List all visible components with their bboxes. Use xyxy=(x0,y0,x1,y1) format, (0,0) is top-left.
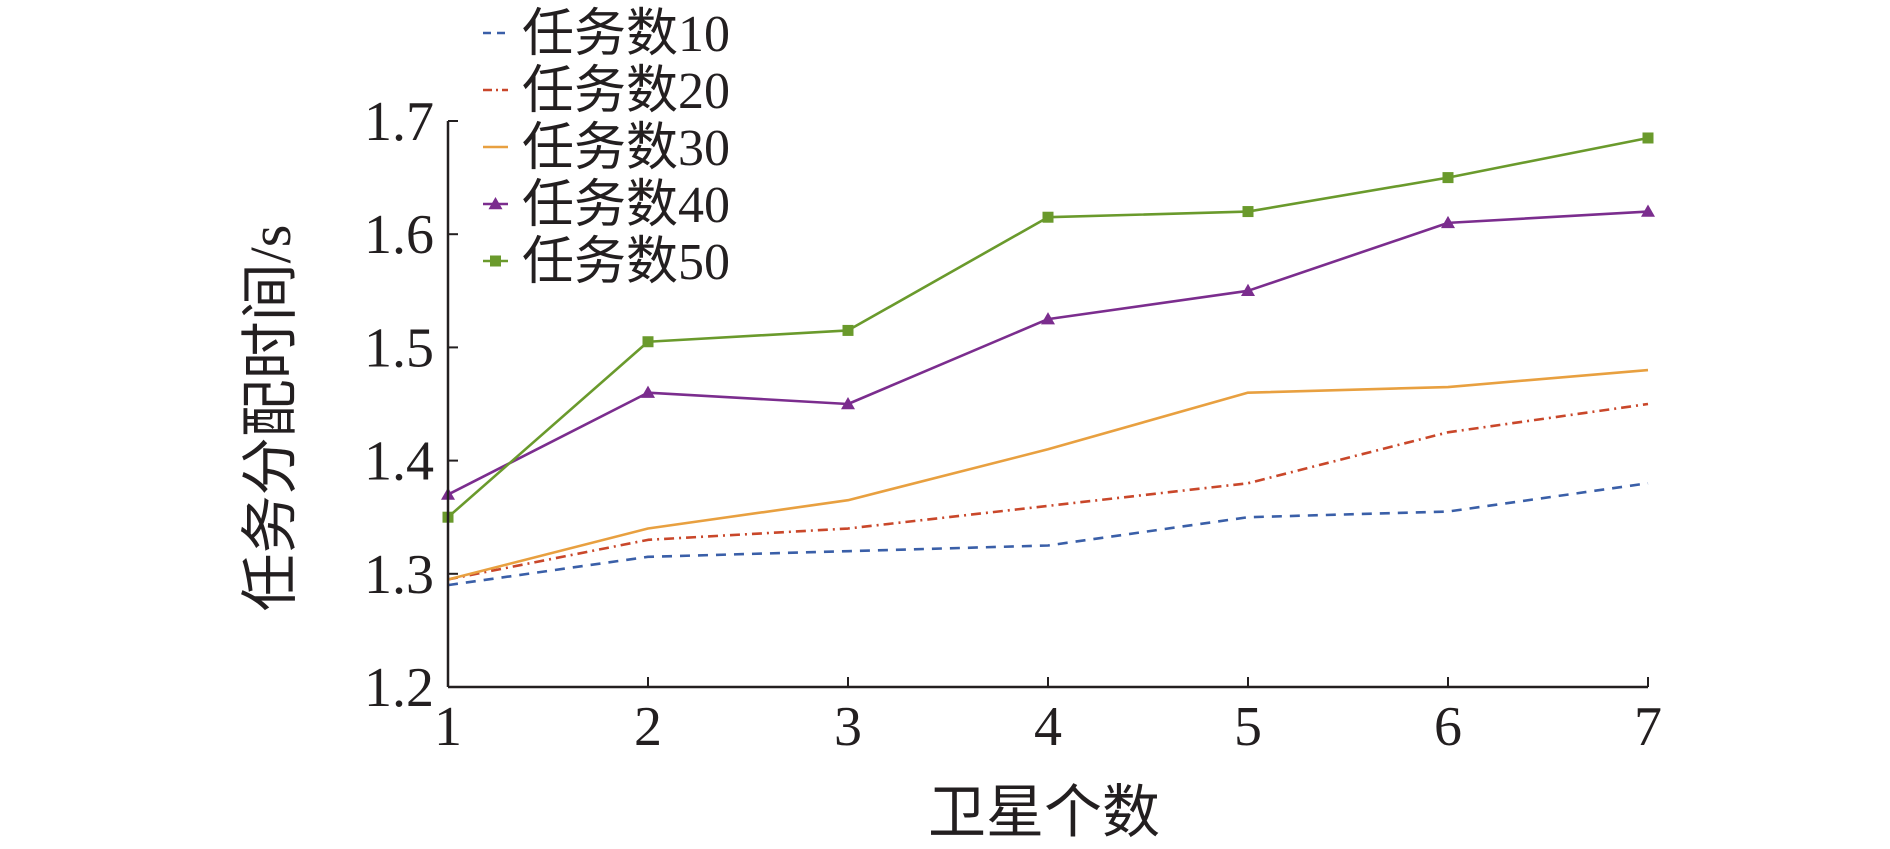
x-tick-label: 3 xyxy=(834,696,862,758)
data-point xyxy=(1642,132,1654,144)
legend-item: 任务数40 xyxy=(483,177,730,234)
y-tick-label: 1.6 xyxy=(364,204,434,266)
legend-marker xyxy=(488,197,503,210)
data-point xyxy=(642,336,654,348)
y-tick-label: 1.2 xyxy=(364,657,434,719)
data-point xyxy=(1042,211,1054,223)
legend-label: 任务数10 xyxy=(522,6,730,63)
legend-label: 任务数40 xyxy=(522,177,730,234)
legend-label: 任务数50 xyxy=(522,234,730,291)
series-lines xyxy=(441,132,1655,587)
series-line xyxy=(447,481,1649,587)
x-tick-label: 5 xyxy=(1234,696,1262,758)
series-5 xyxy=(442,132,1654,523)
series-2 xyxy=(447,402,1649,581)
legend-label: 任务数30 xyxy=(522,120,730,177)
x-tick-label: 2 xyxy=(634,696,662,758)
data-point xyxy=(1442,172,1454,184)
y-tick-label: 1.4 xyxy=(364,431,434,493)
legend-item: 任务数50 xyxy=(483,234,730,291)
legend-item: 任务数30 xyxy=(483,120,730,177)
series-4 xyxy=(441,204,1655,500)
y-tick-label: 1.3 xyxy=(364,544,434,606)
data-point xyxy=(1241,283,1255,297)
y-tick-label: 1.5 xyxy=(364,317,434,379)
x-axis: 1 2 3 4 5 6 7 xyxy=(434,677,1662,758)
data-point xyxy=(1641,204,1655,217)
x-tick-label: 1 xyxy=(434,696,462,758)
data-point xyxy=(841,397,855,410)
x-axis-label: 卫星个数 xyxy=(928,780,1160,845)
data-point xyxy=(842,324,854,336)
y-tick-label: 1.7 xyxy=(364,91,434,153)
data-point xyxy=(1041,312,1055,325)
x-tick-label: 4 xyxy=(1034,696,1062,758)
legend-label: 任务数20 xyxy=(522,63,730,120)
data-point xyxy=(641,385,655,398)
y-axis: 1.2 1.3 1.4 1.5 1.6 1.7 xyxy=(364,91,458,719)
series-1 xyxy=(447,481,1649,587)
data-point xyxy=(1441,215,1455,229)
series-3 xyxy=(447,368,1649,581)
y-axis-label: 任务分配时间/s xyxy=(238,225,303,612)
series-line xyxy=(447,368,1649,581)
legend-item: 任务数10 xyxy=(483,6,730,63)
x-tick-label: 6 xyxy=(1434,696,1462,758)
legend-marker xyxy=(490,255,501,267)
data-point xyxy=(1242,206,1254,218)
x-tick-label: 7 xyxy=(1634,696,1662,758)
series-line xyxy=(447,402,1649,581)
legend-item: 任务数20 xyxy=(483,63,730,120)
